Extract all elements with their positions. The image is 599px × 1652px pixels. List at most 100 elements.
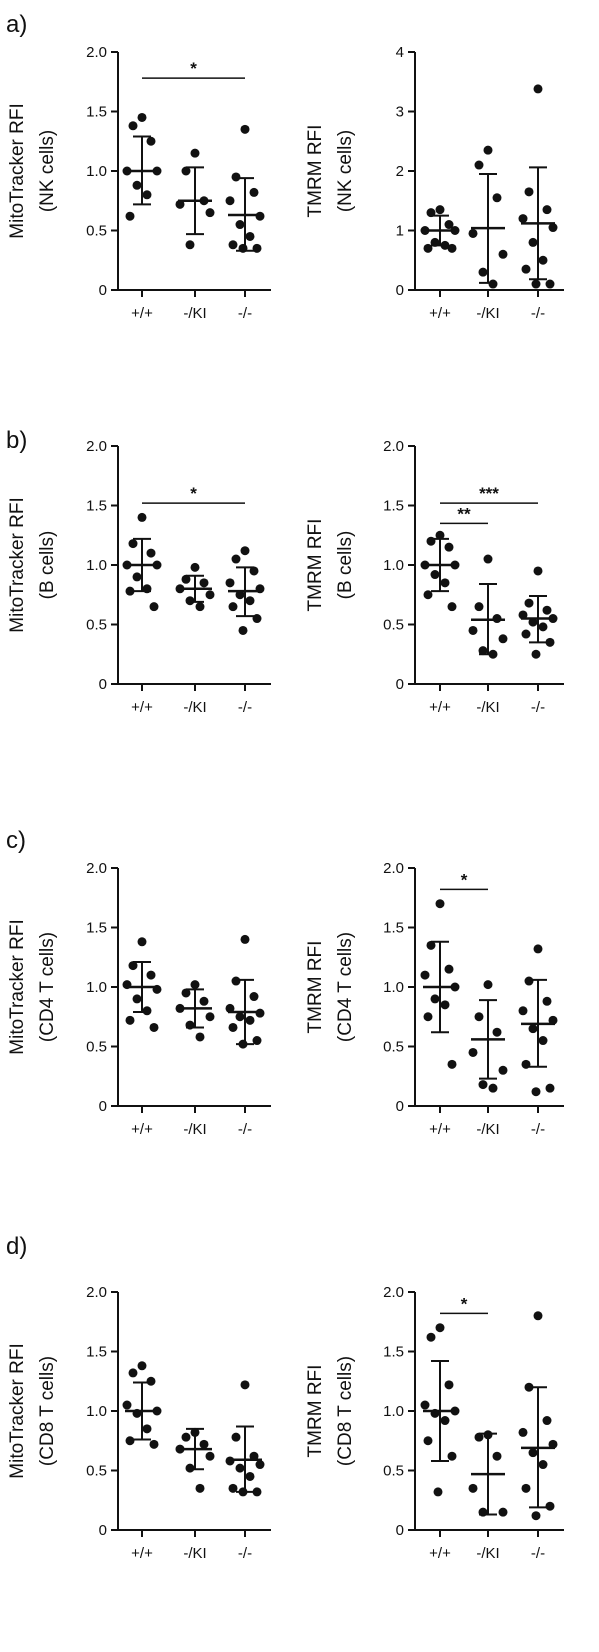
data-point: [132, 994, 142, 1004]
data-point: [235, 1012, 245, 1022]
data-point: [521, 1059, 531, 1069]
data-point: [245, 1015, 255, 1025]
data-point: [181, 574, 191, 584]
x-category-label: -/-: [531, 1121, 545, 1138]
data-point: [488, 649, 498, 659]
data-point: [538, 1460, 548, 1470]
data-point: [199, 578, 209, 588]
data-point: [488, 279, 498, 289]
y-tick-label: 2.0: [383, 860, 404, 877]
group-2: [225, 546, 265, 635]
data-point: [450, 1406, 460, 1416]
y-axis-label-line: MitoTracker RFI: [7, 1343, 28, 1478]
data-point: [531, 1511, 541, 1521]
y-tick-label: 1.0: [383, 979, 404, 996]
y-axis-label-line: MitoTracker RFI: [7, 103, 28, 238]
y-tick-label: 2.0: [86, 1284, 107, 1301]
data-point: [447, 1451, 457, 1461]
data-point: [185, 1463, 195, 1473]
data-point: [205, 1012, 215, 1022]
panel-label-b: b): [6, 427, 27, 454]
significance-label: **: [457, 504, 471, 523]
y-axis-label-line: (CD4 T cells): [37, 932, 58, 1042]
group-0: [420, 1323, 460, 1497]
data-point: [185, 596, 195, 606]
y-axis-label-line: TMRM RFI: [305, 519, 326, 612]
data-point: [524, 1382, 534, 1392]
significance-label: *: [190, 59, 197, 78]
data-point: [447, 243, 457, 253]
data-point: [225, 1456, 235, 1466]
data-point: [175, 584, 185, 594]
data-point: [137, 512, 147, 522]
data-point: [128, 961, 138, 971]
data-point: [146, 970, 156, 980]
x-category-label: -/-: [238, 699, 252, 716]
group-1: [175, 980, 215, 1042]
data-point: [252, 614, 262, 624]
group-1: [468, 1430, 508, 1517]
data-point: [440, 1000, 450, 1010]
chart-0: 0 0.5 1.0 1.5 2.0 MitoTracker RFI (NK cells) +/…: [7, 44, 271, 322]
data-point: [195, 1032, 205, 1042]
data-point: [181, 166, 191, 176]
x-category-label: +/+: [131, 305, 153, 322]
data-point: [474, 160, 484, 170]
data-point: [255, 211, 265, 221]
data-point: [225, 578, 235, 588]
y-tick-label: 2.0: [86, 438, 107, 455]
group-2: [225, 934, 265, 1049]
significance-label: ***: [479, 484, 499, 503]
y-tick-label: 0.5: [383, 617, 404, 634]
y-axis-label-line: (CD8 T cells): [335, 1356, 356, 1466]
y-axis-label-line: (B cells): [37, 531, 58, 600]
group-0: [122, 937, 162, 1032]
data-point: [255, 1460, 265, 1470]
group-2: [518, 944, 558, 1097]
data-point: [249, 566, 259, 576]
data-point: [122, 166, 132, 176]
data-point: [548, 223, 558, 233]
y-tick-label: 1.0: [383, 1403, 404, 1420]
y-tick-label: 4: [396, 44, 404, 61]
data-point: [426, 536, 436, 546]
data-point: [146, 548, 156, 558]
data-point: [545, 637, 555, 647]
data-point: [175, 199, 185, 209]
data-point: [423, 1012, 433, 1022]
data-point: [146, 1376, 156, 1386]
x-category-label: -/-: [531, 699, 545, 716]
data-point: [125, 1015, 135, 1025]
group-1: [468, 554, 508, 659]
x-category-label: -/KI: [476, 699, 499, 716]
data-point: [205, 590, 215, 600]
data-point: [149, 602, 159, 612]
y-tick-label: 0.5: [86, 1463, 107, 1480]
data-point: [228, 602, 238, 612]
data-point: [199, 996, 209, 1006]
x-category-label: +/+: [429, 1545, 451, 1562]
y-axis-label-line: TMRM RFI: [305, 941, 326, 1034]
data-point: [245, 596, 255, 606]
panel-label-c: c): [6, 827, 26, 854]
data-point: [125, 1436, 135, 1446]
y-tick-label: 1.0: [383, 557, 404, 574]
y-tick-label: 1: [396, 223, 404, 240]
data-point: [447, 602, 457, 612]
data-point: [249, 187, 259, 197]
data-point: [533, 944, 543, 954]
group-2: [518, 566, 558, 659]
y-tick-label: 2.0: [383, 1284, 404, 1301]
data-point: [518, 214, 528, 224]
data-point: [146, 136, 156, 146]
data-point: [545, 279, 555, 289]
data-point: [245, 231, 255, 241]
data-point: [190, 562, 200, 572]
y-tick-label: 0: [99, 1098, 107, 1115]
y-tick-label: 0.5: [86, 617, 107, 634]
y-tick-label: 0: [396, 1522, 404, 1539]
data-point: [542, 1416, 552, 1426]
data-point: [228, 1022, 238, 1032]
data-point: [447, 1059, 457, 1069]
data-point: [492, 1451, 502, 1461]
